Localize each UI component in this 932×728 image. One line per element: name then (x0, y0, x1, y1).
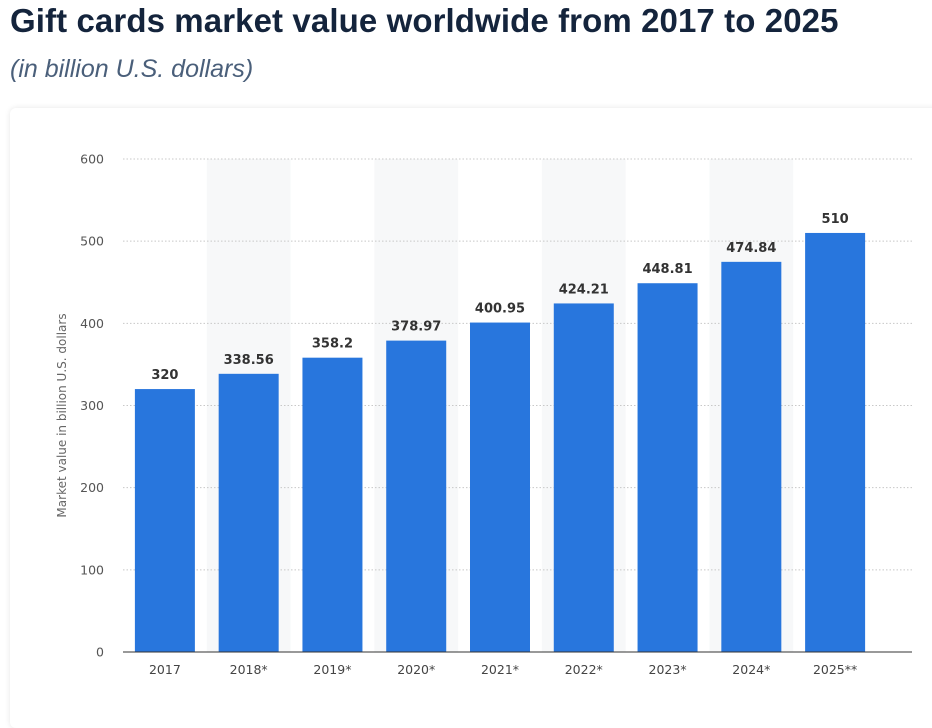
y-tick-label: 300 (80, 398, 104, 413)
x-tick-labels: 2017 2018* 2019* 2020* 2021* 2022* 2023* 2024* 2… (149, 662, 857, 677)
y-tick-label: 600 (80, 152, 104, 167)
x-tick-label: 2020* (397, 662, 435, 677)
bar-chart: 320 338.56 358.2 378.97 400.95 424.21 448.81 47… (55, 152, 912, 677)
bar (721, 261, 782, 652)
y-tick-label: 100 (80, 562, 104, 577)
y-tick-label: 400 (80, 316, 104, 331)
x-tick-label: 2023* (649, 662, 687, 677)
x-tick-label: 2024* (732, 662, 770, 677)
bar (637, 283, 698, 652)
data-label: 510 (822, 212, 849, 227)
data-label: 378.97 (391, 320, 441, 335)
bar (470, 322, 530, 652)
value-labels: 320 338.56 358.2 378.97 400.95 424.21 448.81 47… (151, 212, 848, 383)
y-tick-label: 500 (80, 234, 104, 249)
bar (218, 373, 279, 652)
x-tick-label: 2022* (565, 662, 603, 677)
y-axis-title: Market value in billion U.S. dollars (55, 313, 69, 517)
x-tick-label: 2025** (813, 662, 857, 677)
bar (805, 232, 866, 652)
bar (553, 303, 614, 652)
data-label: 474.84 (726, 241, 776, 256)
x-tick-label: 2017 (149, 662, 181, 677)
chart-subtitle: (in billion U.S. dollars) (10, 55, 254, 83)
y-tick-label: 200 (80, 480, 104, 495)
data-label: 424.21 (559, 282, 609, 297)
x-tick-label: 2019* (313, 662, 351, 677)
data-label: 338.56 (224, 353, 274, 368)
data-label: 400.95 (475, 302, 525, 317)
bar (386, 340, 447, 652)
bars (134, 232, 866, 652)
x-tick-label: 2021* (481, 662, 519, 677)
data-label: 320 (151, 368, 178, 383)
y-tick-label: 0 (96, 645, 104, 660)
data-label: 448.81 (642, 262, 692, 277)
data-label: 358.2 (312, 337, 353, 352)
bar (134, 389, 195, 652)
bar (302, 357, 363, 652)
chart-title: Gift cards market value worldwide from 2… (10, 2, 839, 39)
y-tick-labels: 0 100 200 300 400 500 600 (80, 152, 104, 660)
x-tick-label: 2018* (230, 662, 268, 677)
